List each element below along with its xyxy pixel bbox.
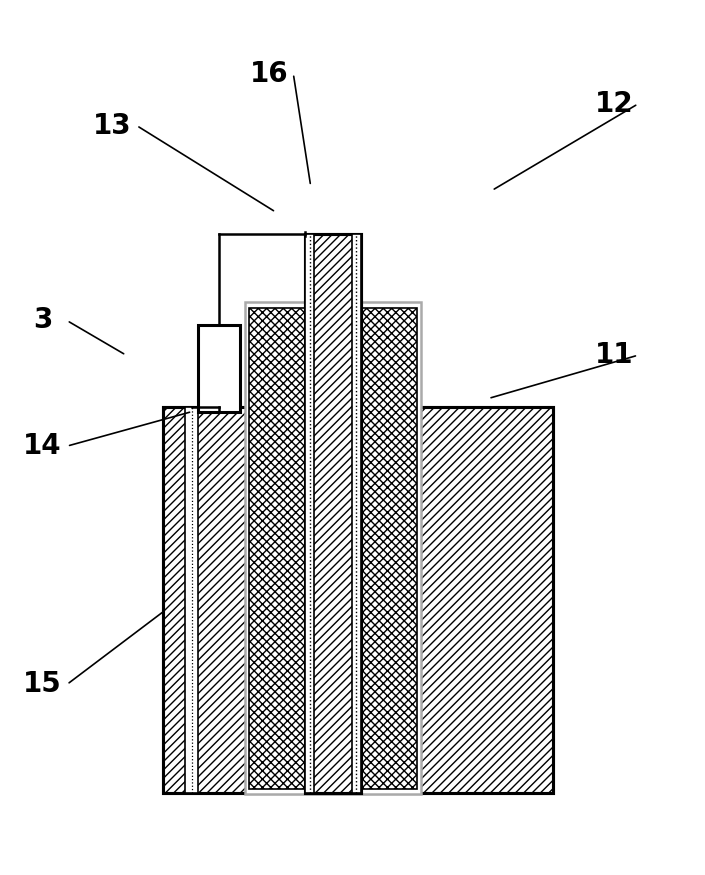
Bar [305, 234, 361, 793]
Bar [163, 407, 553, 793]
Bar [250, 307, 417, 788]
Text: 14: 14 [23, 432, 62, 460]
Bar [305, 234, 314, 793]
Bar [245, 302, 421, 794]
Bar [198, 325, 240, 411]
Text: 11: 11 [594, 341, 633, 369]
Bar [352, 234, 361, 793]
Text: 13: 13 [93, 111, 131, 139]
Bar [305, 234, 361, 793]
Text: 15: 15 [23, 670, 62, 698]
Bar [185, 407, 198, 793]
Text: 16: 16 [250, 60, 288, 88]
Text: 12: 12 [594, 90, 633, 118]
Bar [163, 407, 553, 793]
Text: 3: 3 [33, 306, 52, 334]
